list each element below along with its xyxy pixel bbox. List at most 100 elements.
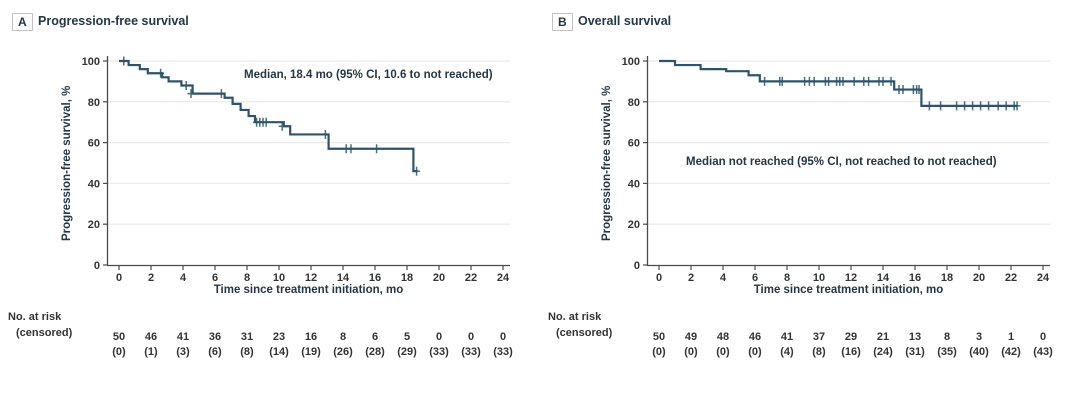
y-tick-label: 20: [628, 219, 640, 231]
x-tick-label: 10: [813, 272, 825, 284]
y-tick-label: 40: [88, 178, 100, 190]
at-risk-count: 1: [1008, 331, 1014, 343]
at-risk-censored: (42): [1001, 346, 1021, 358]
censor-mark: [187, 89, 195, 99]
at-risk-count: 36: [209, 331, 221, 343]
x-tick-label: 22: [1005, 272, 1017, 284]
y-tick-label: 80: [628, 97, 640, 109]
x-tick-label: 6: [752, 272, 758, 284]
panel-title-a: Progression-free survival: [38, 14, 189, 28]
km-plot-a: 020406080100050(0)246(1)441(3)636(6)831(…: [82, 56, 513, 358]
x-tick-label: 8: [784, 272, 790, 284]
km-plot-b: 020406080100050(0)249(0)448(0)646(0)841(…: [622, 56, 1053, 358]
censor-mark: [347, 144, 355, 154]
x-tick-label: 14: [337, 272, 350, 284]
at-risk-count: 23: [273, 331, 285, 343]
at-risk-censored: (14): [269, 346, 289, 358]
at-risk-count: 49: [685, 331, 697, 343]
x-tick-label: 24: [497, 272, 510, 284]
censor-mark: [321, 129, 329, 139]
at-risk-censored: (19): [301, 346, 321, 358]
y-axis-label-a: Progression-free survival, %: [61, 85, 73, 242]
x-tick-label: 22: [465, 272, 477, 284]
x-axis-label-a: Time since treatment initiation, mo: [213, 284, 404, 296]
y-tick-label: 60: [628, 138, 640, 150]
at-risk-count: 0: [436, 331, 442, 343]
x-tick-label: 6: [212, 272, 218, 284]
at-risk-censored: (0): [112, 346, 126, 358]
at-risk-count: 5: [404, 331, 410, 343]
at-risk-censored: (4): [780, 346, 794, 358]
censor-mark: [1002, 101, 1010, 111]
at-risk-censored: (8): [812, 346, 826, 358]
at-risk-censored: (8): [240, 346, 254, 358]
at-risk-count: 3: [976, 331, 982, 343]
at-risk-censored: (0): [684, 346, 698, 358]
at-risk-censored: (31): [905, 346, 925, 358]
at-risk-censored: (33): [493, 346, 513, 358]
at-risk-count: 37: [813, 331, 825, 343]
y-tick-label: 40: [628, 178, 640, 190]
y-axis-label-b: Progression-free survival, %: [601, 85, 613, 242]
at-risk-censored: (33): [429, 346, 449, 358]
censor-mark: [182, 80, 190, 90]
panel-badge-b: B: [552, 13, 573, 31]
median-annotation-b: Median not reached (95% CI, not reached …: [686, 156, 997, 168]
censor-mark: [994, 101, 1002, 111]
censor-mark: [778, 76, 786, 86]
km-curve: [659, 59, 1018, 107]
at-risk-censored: (29): [397, 346, 417, 358]
at-risk-label-a: No. at risk: [8, 311, 62, 323]
censor-mark: [157, 68, 165, 78]
censor-mark: [977, 101, 985, 111]
y-tick-label: 20: [88, 219, 100, 231]
at-risk-censored: (35): [937, 346, 957, 358]
x-tick-label: 16: [909, 272, 921, 284]
at-risk-censored: (43): [1033, 346, 1053, 358]
censor-mark: [850, 76, 858, 86]
at-risk-count: 0: [468, 331, 474, 343]
at-risk-count: 6: [372, 331, 378, 343]
at-risk-count: 29: [845, 331, 857, 343]
censor-mark: [899, 85, 907, 95]
panel-title-b: Overall survival: [578, 14, 672, 28]
at-risk-count: 21: [877, 331, 889, 343]
y-tick-label: 100: [82, 56, 100, 68]
x-tick-label: 12: [845, 272, 857, 284]
median-annotation-a: Median, 18.4 mo (95% CI, 10.6 to not rea…: [244, 69, 493, 81]
censor-mark: [961, 101, 969, 111]
at-risk-count: 8: [340, 331, 346, 343]
x-tick-label: 12: [305, 272, 317, 284]
censored-label-b: (censored): [556, 327, 613, 339]
censor-mark: [925, 101, 933, 111]
censor-mark: [373, 144, 381, 154]
at-risk-censored: (33): [461, 346, 481, 358]
y-tick-label: 60: [88, 138, 100, 150]
at-risk-censored: (28): [365, 346, 385, 358]
at-risk-count: 46: [145, 331, 157, 343]
censor-mark: [865, 76, 873, 86]
panel-overall-survival: 0 20 40 60 80 100 0 50 (0) 2 49 (0) 4 48 (0) 6 46 (0) 8 41(…: [540, 0, 1080, 400]
at-risk-censored: (26): [333, 346, 353, 358]
at-risk-censored: (16): [841, 346, 861, 358]
censor-mark: [937, 101, 945, 111]
y-tick-label: 0: [94, 260, 100, 272]
y-tick-label: 0: [634, 260, 640, 272]
x-tick-label: 18: [941, 272, 953, 284]
at-risk-censored: (0): [716, 346, 730, 358]
y-tick-label: 100: [622, 56, 640, 68]
x-tick-label: 4: [180, 272, 187, 284]
at-risk-censored: (3): [176, 346, 190, 358]
at-risk-count: 50: [113, 331, 125, 343]
at-risk-count: 0: [500, 331, 506, 343]
censor-mark: [1013, 101, 1021, 111]
x-axis-label-b: Time since treatment initiation, mo: [753, 284, 944, 296]
at-risk-count: 41: [781, 331, 793, 343]
y-tick-label: 80: [88, 97, 100, 109]
panel-badge-a: A: [12, 13, 33, 31]
at-risk-count: 31: [241, 331, 253, 343]
at-risk-count: 16: [305, 331, 317, 343]
x-tick-label: 16: [369, 272, 381, 284]
x-tick-label: 20: [973, 272, 985, 284]
